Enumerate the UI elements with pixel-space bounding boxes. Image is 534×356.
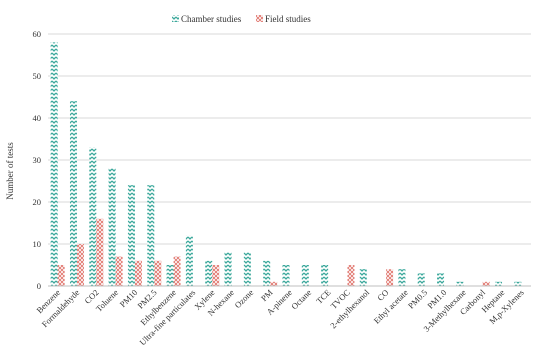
x-tick-label: PM0.5: [406, 287, 429, 310]
legend: Chamber studies Field studies: [172, 14, 311, 24]
bar-chamber: [263, 260, 271, 286]
bar-field: [386, 269, 394, 286]
bar-field: [76, 244, 84, 286]
x-tick-label: Ozone: [233, 287, 256, 310]
x-tick-label: Octane: [289, 287, 313, 311]
bar-chamber: [301, 265, 309, 286]
legend-label-chamber: Chamber studies: [181, 14, 242, 24]
bar-field: [482, 281, 490, 286]
bar-field: [154, 260, 162, 286]
x-tick-label: PM10: [118, 287, 140, 309]
bar-chamber: [398, 269, 406, 286]
bar-chamber: [359, 269, 367, 286]
y-tick-label: 0: [37, 281, 41, 291]
bar-chamber: [437, 273, 445, 286]
bar-chamber: [147, 185, 155, 286]
legend-swatch-field: [256, 15, 263, 22]
bar-chamber: [205, 260, 213, 286]
bar-chamber: [185, 235, 193, 286]
bar-field: [173, 256, 181, 286]
bar-field: [347, 265, 355, 286]
bar-chamber: [108, 168, 116, 286]
y-tick-label: 50: [33, 71, 42, 81]
bar-chamber: [166, 265, 174, 286]
bar-chamber: [50, 42, 58, 287]
bar-chamber: [282, 265, 290, 286]
bar-chamber: [495, 281, 503, 286]
bar-field: [134, 260, 142, 286]
bar-field: [212, 265, 220, 286]
y-tick-label: 10: [33, 239, 42, 249]
bar-chamber: [89, 147, 97, 286]
bar-chamber: [224, 252, 232, 286]
bar-field: [115, 256, 123, 286]
y-tick-label: 60: [33, 29, 42, 39]
bar-field: [57, 265, 65, 286]
bar-chamber: [243, 252, 251, 286]
bar-field: [96, 218, 104, 286]
gridlines: [48, 33, 531, 245]
bar-chamber: [321, 265, 329, 286]
bars: [50, 42, 522, 287]
bar-chamber: [417, 273, 425, 286]
bar-chamber: [127, 185, 135, 286]
bar-field: [270, 281, 278, 286]
y-tick-labels: 0 10 20 30 40 50 60: [33, 29, 42, 291]
legend-swatch-chamber: [172, 15, 179, 22]
y-axis-title: Number of tests: [5, 142, 15, 200]
legend-label-field: Field studies: [265, 14, 311, 24]
bar-chamber: [514, 281, 522, 286]
y-tick-label: 30: [33, 155, 42, 165]
x-tick-label: Toluene: [94, 287, 121, 314]
bar-chamber: [69, 101, 77, 286]
y-tick-label: 40: [33, 113, 42, 123]
x-tick-label: CO: [375, 287, 390, 302]
bar-chamber: [456, 281, 464, 286]
y-tick-label: 20: [33, 197, 42, 207]
